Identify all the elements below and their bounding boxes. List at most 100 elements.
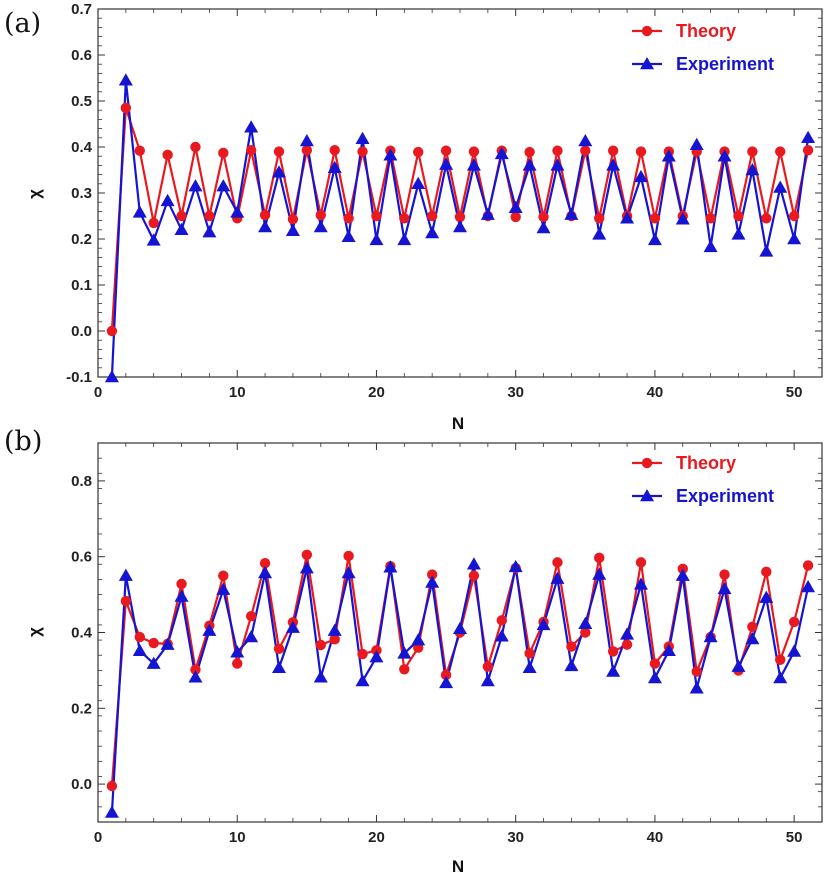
- panel-b-theory-point: [552, 557, 563, 568]
- panel-a-experiment-point: [285, 223, 300, 236]
- panel-b-x-axis-title: N: [452, 857, 464, 876]
- panel-b-experiment-point: [188, 670, 203, 683]
- panel-a-experiment-point: [160, 193, 175, 207]
- panel-a-theory-point: [329, 145, 340, 156]
- panel-a-experiment-point: [453, 220, 467, 233]
- panel-b-experiment-point: [731, 659, 746, 672]
- panel-a-theory-point: [343, 213, 354, 224]
- panel-a-experiment-point: [327, 160, 342, 173]
- panel-a-theory-point: [259, 209, 271, 221]
- panel-a-experiment-point: [494, 146, 509, 160]
- panel-b-y-tick-label: 0.2: [71, 700, 92, 717]
- panel-b-theory-point: [566, 641, 577, 652]
- panel-b-theory-point: [176, 578, 187, 590]
- panel-a-experiment-point: [258, 220, 273, 233]
- panel-a-theory-point: [440, 145, 452, 156]
- panel-b-theory-point: [594, 552, 605, 564]
- panel-a-theory-point: [134, 145, 145, 156]
- panel-b-theory-point: [482, 661, 494, 672]
- panel-a-theory-point: [747, 146, 758, 157]
- panel-a-experiment-point: [731, 227, 746, 240]
- panel-b-y-tick-label: 0.0: [71, 776, 92, 793]
- panel-a-x-axis-title: N: [452, 414, 464, 433]
- panel-a-theory-point: [162, 149, 173, 161]
- panel-a-theory-point: [413, 146, 424, 158]
- panel-b-theory-point: [468, 570, 480, 581]
- panel-b-theory-point: [440, 669, 452, 681]
- panel-a-y-axis-title: χ: [25, 189, 44, 199]
- panel-a-theory-point: [635, 146, 647, 157]
- panel-a-theory-point: [287, 214, 299, 225]
- panel-a-y-tick-label: 0.3: [71, 185, 92, 202]
- panel-a-theory-point: [580, 145, 591, 156]
- panel-a-theory-point: [733, 210, 744, 222]
- panel-b-experiment-point: [202, 623, 217, 636]
- panel-b-theory-point: [329, 634, 340, 645]
- panel-b-x-tick-label: 10: [229, 829, 246, 846]
- panel-a-experiment-point: [801, 130, 816, 144]
- panel-b-experiment-point: [299, 561, 314, 574]
- panel-b-theory-point: [148, 637, 159, 649]
- panel-b-experiment-point: [216, 582, 231, 595]
- panel-a-theory-point: [148, 217, 159, 229]
- panel-b-experiment-point: [550, 571, 565, 584]
- panel-b-experiment-point: [369, 650, 384, 663]
- panel-b-experiment-point: [508, 559, 523, 573]
- panel-a-experiment-point: [230, 205, 245, 218]
- panel-b-experiment-point: [675, 568, 690, 581]
- panel-b-experiment-point: [383, 560, 398, 573]
- panel-b-experiment-point: [146, 656, 161, 669]
- panel-b-experiment-point: [355, 674, 370, 687]
- panel-b-theory-point: [607, 646, 619, 657]
- panel-a-experiment-point: [132, 205, 147, 218]
- panel-b-x-tick-label: 20: [368, 829, 385, 846]
- panel-a-experiment-point: [647, 232, 662, 246]
- panel-a-y-tick-label: 0.5: [71, 93, 92, 110]
- panel-b-experiment-point: [745, 631, 760, 645]
- panel-b-theory-point: [245, 611, 257, 622]
- panel-a-theory-point: [218, 147, 229, 159]
- panel-b-theory-point: [399, 664, 410, 675]
- panel-b-theory-point: [259, 557, 271, 569]
- panel-a-experiment-point: [188, 179, 203, 192]
- panel-a-label: (a): [4, 8, 41, 39]
- panel-a-theory-point: [315, 209, 326, 221]
- panel-b-experiment-point: [453, 621, 467, 634]
- panel-a-theory-point: [552, 145, 563, 156]
- panel-b-theory-point: [524, 648, 535, 659]
- panel-b-experiment-point: [411, 633, 426, 646]
- panel-a-theory-point: [454, 211, 466, 223]
- panel-a-theory-point: [245, 145, 257, 156]
- panel-a-theory-point: [649, 213, 661, 224]
- panel-a-y-tick-label: 0.4: [71, 139, 93, 156]
- panel-b-label: (b): [4, 426, 42, 457]
- panel-b-theory-point: [621, 639, 633, 650]
- panel-b-theory-point: [719, 569, 730, 580]
- panel-a-experiment-point: [411, 176, 426, 190]
- panel-a-experiment-point: [689, 137, 704, 150]
- panel-b-experiment-point: [258, 565, 273, 579]
- panel-a-experiment-point: [118, 73, 133, 86]
- panel-a-theory-point: [371, 210, 382, 222]
- panel-a-x-tick-label: 20: [368, 384, 385, 401]
- panel-a-x-tick-label: 10: [229, 384, 246, 401]
- panel-a-experiment-point: [466, 158, 481, 171]
- panel-b-legend-experiment-marker: [640, 489, 654, 502]
- panel-b-experiment-point: [522, 660, 537, 673]
- panel-b-theory-point: [635, 557, 647, 568]
- panel-b-theory-point: [134, 631, 145, 643]
- panel-b-experiment-point: [132, 643, 147, 656]
- panel-a-theory-point: [594, 213, 605, 224]
- panel-a-theory-point: [301, 145, 313, 156]
- panel-a-x-tick-label: 30: [507, 384, 524, 401]
- panel-b-experiment-point: [801, 580, 816, 593]
- panel-a-experiment-point: [383, 148, 398, 161]
- panel-b-theory-point: [775, 654, 786, 665]
- panel-b-theory-point: [273, 643, 285, 654]
- panel-a-theory-point: [524, 146, 535, 158]
- panel-b-theory-point: [747, 621, 758, 633]
- panel-b-experiment-point: [174, 589, 189, 602]
- panel-b-experiment-point: [592, 567, 607, 580]
- panel-a-theory-point: [788, 210, 800, 222]
- panel-a-experiment-point: [675, 212, 690, 225]
